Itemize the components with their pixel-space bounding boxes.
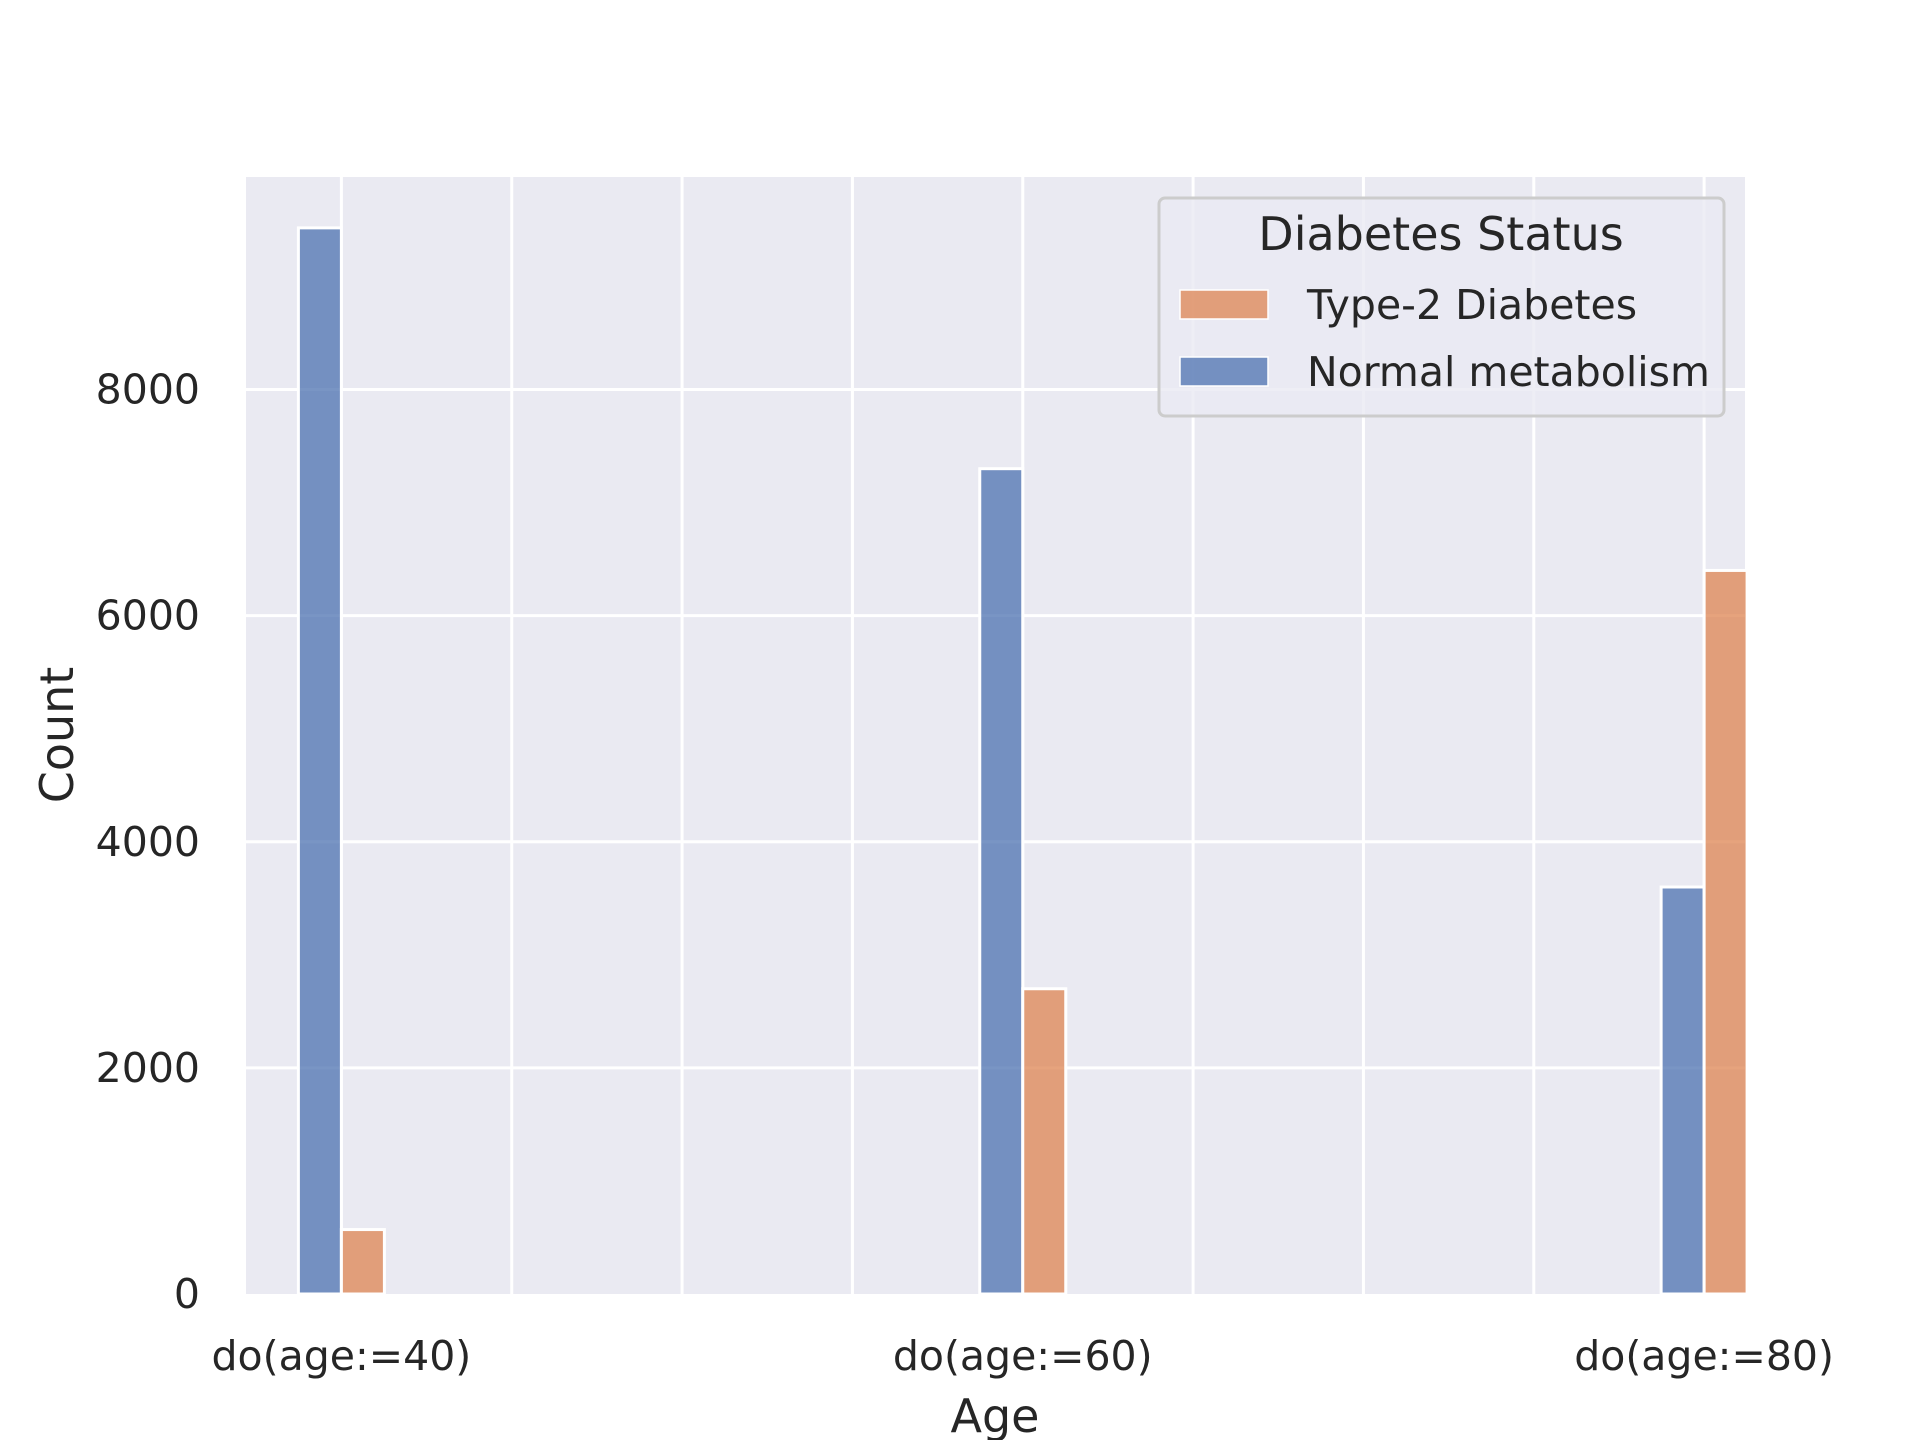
y-tick-label: 8000 xyxy=(96,366,200,414)
y-tick-labels: 0 2000 4000 6000 8000 xyxy=(96,366,200,1318)
legend-label-type2-diabetes: Type-2 Diabetes xyxy=(1306,281,1637,329)
x-tick-label: do(age:=40) xyxy=(211,1332,471,1380)
y-tick-label: 4000 xyxy=(96,818,200,866)
legend-label-normal-metabolism: Normal metabolism xyxy=(1307,348,1710,396)
bar-normal-metabolism-2 xyxy=(1659,885,1706,1296)
x-tick-label: do(age:=60) xyxy=(893,1332,1153,1380)
legend-swatch-type2-diabetes xyxy=(1179,289,1269,320)
y-tick-label: 6000 xyxy=(96,592,200,640)
bar-normal-metabolism-1 xyxy=(978,467,1025,1296)
y-tick-label: 0 xyxy=(174,1270,200,1318)
bar-type-2-diabetes-2 xyxy=(1702,568,1749,1296)
legend-box xyxy=(1157,196,1726,418)
y-axis-label: Count xyxy=(30,667,84,804)
x-tick-label: do(age:=80) xyxy=(1574,1332,1834,1380)
y-tick-label: 2000 xyxy=(96,1044,200,1092)
legend-title: Diabetes Status xyxy=(1258,207,1623,261)
x-tick-labels: do(age:=40) do(age:=60) do(age:=80) xyxy=(211,1332,1834,1380)
x-axis-label: Age xyxy=(951,1389,1040,1440)
bars xyxy=(296,226,1749,1296)
bar-normal-metabolism-0 xyxy=(296,226,343,1296)
bar-type-2-diabetes-0 xyxy=(339,1228,386,1296)
legend-swatch-normal-metabolism xyxy=(1179,356,1269,387)
legend: Diabetes Status Type-2 Diabetes Normal m… xyxy=(1157,196,1726,418)
bar-type-2-diabetes-1 xyxy=(1021,987,1068,1296)
